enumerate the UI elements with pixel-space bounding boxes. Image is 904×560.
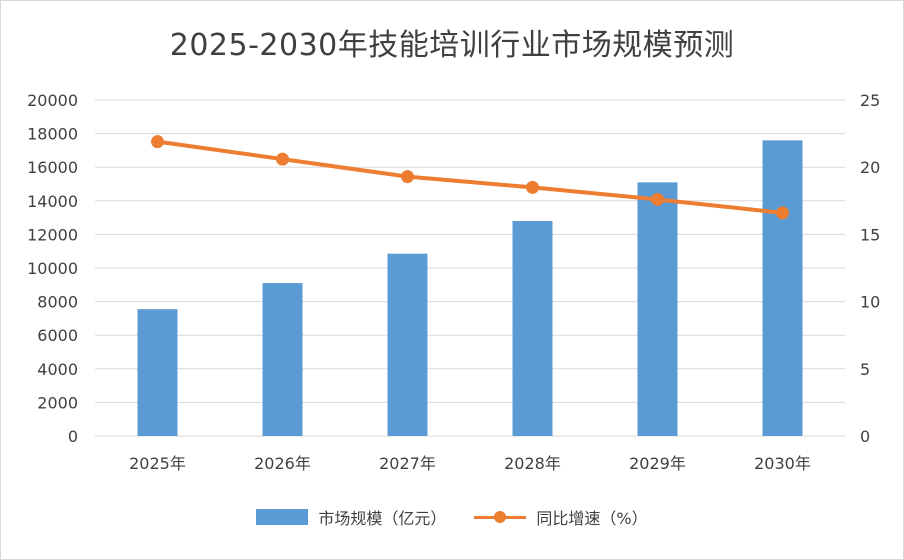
legend-swatch-line bbox=[474, 509, 527, 525]
line-point bbox=[151, 135, 164, 149]
growth-rate-line bbox=[155, 139, 785, 215]
y-left-tick-label: 14000 bbox=[27, 192, 78, 211]
y-left-tick-label: 4000 bbox=[37, 360, 78, 379]
y-left-tick-label: 10000 bbox=[27, 259, 78, 278]
y-left-tick-label: 16000 bbox=[27, 158, 78, 177]
legend-label-growth-rate: 同比增速（%） bbox=[536, 509, 648, 528]
bar bbox=[512, 220, 553, 436]
line-point bbox=[401, 170, 414, 184]
chart-title: 2025-2030年技能培训行业市场规模预测 bbox=[169, 28, 735, 63]
bar bbox=[262, 283, 303, 436]
x-tick-label: 2026年 bbox=[254, 454, 311, 473]
y-left-tick-label: 8000 bbox=[37, 293, 78, 312]
bar bbox=[762, 140, 803, 436]
line-point bbox=[276, 152, 289, 166]
line-point bbox=[776, 206, 789, 220]
y-right-tick-label: 25 bbox=[860, 91, 880, 110]
x-tick-label: 2027年 bbox=[379, 454, 436, 473]
legend-swatch-bar bbox=[256, 509, 309, 525]
line-point bbox=[526, 180, 539, 194]
y-right-tick-label: 15 bbox=[860, 225, 880, 244]
y-left-tick-label: 6000 bbox=[37, 326, 78, 345]
bar bbox=[637, 182, 678, 436]
legend-item-growth-rate: 同比增速（%） bbox=[474, 505, 648, 529]
y-left-tick-label: 18000 bbox=[27, 125, 78, 144]
legend-label-market-size: 市场规模（亿元） bbox=[318, 509, 447, 528]
legend-item-market-size: 市场规模（亿元） bbox=[256, 505, 446, 529]
x-tick-label: 2030年 bbox=[754, 454, 811, 473]
y-left-tick-label: 0 bbox=[68, 427, 78, 446]
x-tick-label: 2029年 bbox=[629, 454, 686, 473]
y-left-tick-label: 20000 bbox=[27, 91, 78, 110]
legend: 市场规模（亿元） 同比增速（%） bbox=[0, 505, 904, 529]
y-left-tick-label: 2000 bbox=[37, 393, 78, 412]
bar bbox=[387, 253, 428, 436]
x-tick-label: 2028年 bbox=[504, 454, 561, 473]
y-right-tick-label: 10 bbox=[860, 293, 880, 312]
y-right-tick-label: 0 bbox=[860, 427, 870, 446]
line-point bbox=[651, 192, 664, 206]
bar bbox=[137, 309, 178, 436]
x-tick-label: 2025年 bbox=[129, 454, 186, 473]
y-right-tick-label: 5 bbox=[860, 360, 870, 379]
y-right-tick-label: 20 bbox=[860, 158, 880, 177]
y-left-tick-label: 12000 bbox=[27, 225, 78, 244]
